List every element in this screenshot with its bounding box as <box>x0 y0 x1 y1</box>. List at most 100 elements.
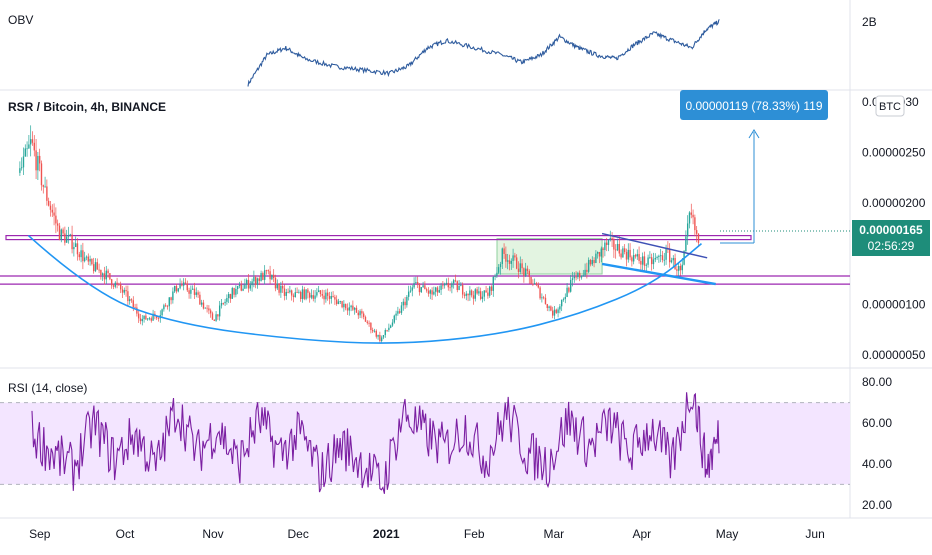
candle-body <box>688 212 691 224</box>
candle-body <box>359 311 361 316</box>
candle-body <box>492 276 494 291</box>
candle-body <box>530 276 532 284</box>
candle-body <box>100 269 102 275</box>
candle-body <box>181 284 183 286</box>
candle-body <box>407 291 410 297</box>
candle-body <box>244 284 246 289</box>
candle-body <box>47 200 50 206</box>
candle-body <box>677 265 680 271</box>
candle-body <box>188 290 190 294</box>
candle-body <box>60 229 62 241</box>
candle-body <box>227 294 230 299</box>
candle-body <box>258 278 260 281</box>
candle-body <box>469 290 471 296</box>
candle-body <box>631 257 633 262</box>
candle-body <box>614 249 617 251</box>
candle-body <box>314 295 316 299</box>
candle-body <box>409 290 412 292</box>
candle-body <box>195 292 197 295</box>
date-axis-label: Mar <box>543 527 564 541</box>
candle-body <box>584 269 586 276</box>
candle-body <box>98 269 100 271</box>
candle-body <box>676 269 678 271</box>
candle-body <box>137 313 140 319</box>
candle-body <box>204 307 206 309</box>
candle-body <box>76 243 79 255</box>
candle-body <box>283 288 286 296</box>
candle-body <box>580 275 583 278</box>
date-axis-label: Sep <box>29 527 51 541</box>
cup-curve <box>27 234 702 344</box>
candle-body <box>652 259 655 265</box>
last-price-badge: 0.00000165 02:56:29 <box>852 220 930 256</box>
candle-body <box>670 260 673 263</box>
candle-body <box>220 302 223 306</box>
candle-body <box>604 242 606 250</box>
candle-body <box>152 313 154 321</box>
candle-body <box>105 270 107 280</box>
candle-body <box>80 250 82 258</box>
candle-body <box>114 282 116 287</box>
candle-body <box>19 168 21 173</box>
measure-badge[interactable]: 0.00000119 (78.33%) 119 <box>680 90 828 120</box>
candle-body <box>253 277 255 282</box>
candle-body <box>294 292 296 298</box>
candle-body <box>355 307 358 313</box>
candle-body <box>488 286 491 296</box>
candle-body <box>82 250 84 262</box>
candle-body <box>269 271 271 280</box>
candle-body <box>292 295 295 298</box>
candle-body <box>478 291 480 294</box>
candle-body <box>490 286 493 291</box>
candle-body <box>668 249 671 263</box>
candle-body <box>395 313 397 316</box>
candle-body <box>29 139 32 145</box>
candle-body <box>321 294 323 296</box>
candle-body <box>254 277 257 285</box>
candle-body <box>146 318 149 320</box>
candle-body <box>472 295 475 299</box>
candle-body <box>620 253 622 258</box>
candle-body <box>337 301 340 305</box>
candle-body <box>647 257 649 265</box>
candle-body <box>33 142 35 151</box>
obv-line <box>247 19 720 87</box>
candle-body <box>427 290 430 294</box>
candle-body <box>172 291 174 301</box>
last-price-value: 0.00000165 <box>859 223 923 237</box>
candle-body <box>607 239 610 245</box>
candle-body <box>386 330 388 331</box>
candle-body <box>467 293 469 296</box>
candle-body <box>161 309 163 316</box>
candle-body <box>132 300 134 308</box>
candle-body <box>388 327 390 331</box>
candle-body <box>476 289 478 294</box>
candle-body <box>458 285 460 291</box>
candle-body <box>465 293 467 296</box>
candle-body <box>56 223 59 226</box>
symbol-label: RSR / Bitcoin, 4h, BINANCE <box>8 100 166 114</box>
candle-body <box>177 288 179 292</box>
candle-body <box>94 262 97 272</box>
candle-body <box>460 285 462 286</box>
candle-body <box>218 305 221 317</box>
candle-body <box>569 279 572 292</box>
candle-body <box>130 299 133 301</box>
candle-body <box>37 155 39 171</box>
candle-body <box>298 291 300 293</box>
candle-body <box>296 292 298 294</box>
candle-body <box>389 325 392 328</box>
candle-body <box>638 254 640 261</box>
candle-body <box>109 273 111 280</box>
candle-body <box>456 281 458 291</box>
candle-body <box>681 264 683 271</box>
candle-body <box>402 301 404 306</box>
candle-body <box>209 310 212 314</box>
candle-body <box>245 279 248 285</box>
candle-body <box>107 270 109 274</box>
price-axis-label: 0.00000050 <box>862 348 926 362</box>
currency-badge[interactable]: BTC <box>875 95 905 117</box>
candle-body <box>663 259 665 261</box>
candle-body <box>550 306 552 311</box>
